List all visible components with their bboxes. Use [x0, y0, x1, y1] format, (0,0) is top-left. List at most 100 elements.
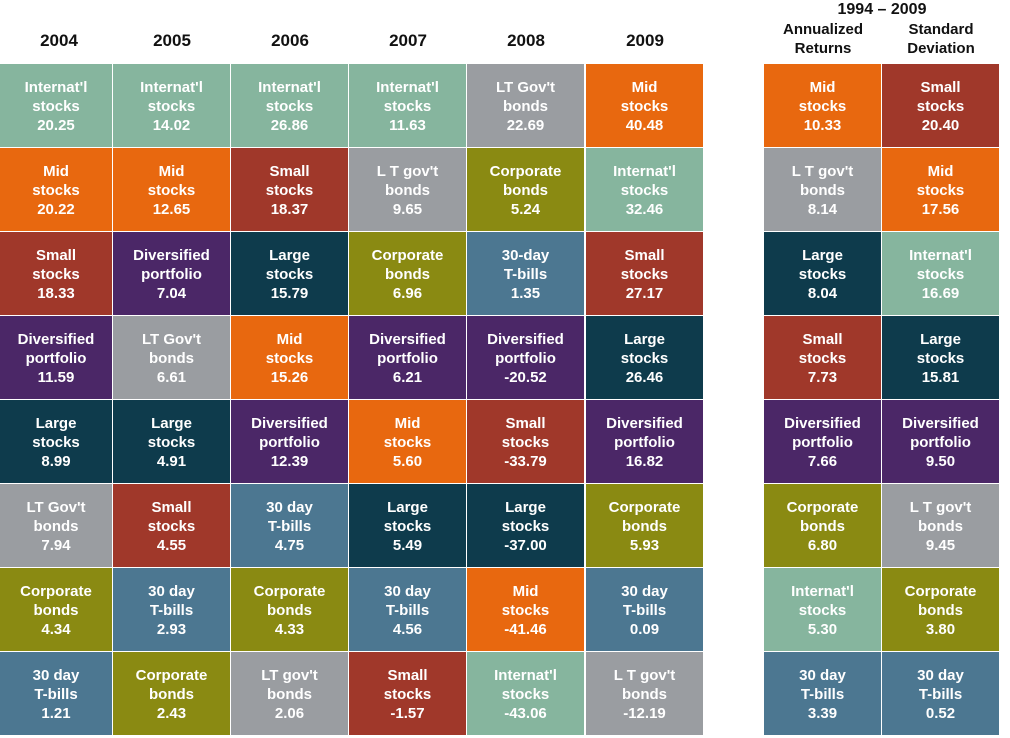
cell-label: stocks — [32, 266, 80, 283]
cell-label: stocks — [265, 98, 314, 115]
cell-2004-rank-5: Large stocks 8.99 — [0, 400, 112, 483]
cell-value: 4.33 — [274, 621, 305, 638]
cell-label: Corporate — [253, 583, 326, 600]
cell-2009-rank-5: Diversified portfolio 16.82 — [586, 400, 703, 483]
cell-standard-deviation-rank-3: Internat'l stocks 16.69 — [882, 232, 999, 315]
annualized-returns-header-line2: Returns — [794, 40, 852, 57]
cell-2008-rank-2: Corporate bonds 5.24 — [467, 148, 584, 231]
cell-value: 8.04 — [807, 285, 838, 302]
cell-label: Diversified — [369, 331, 446, 348]
cell-value: 8.99 — [41, 453, 71, 470]
cell-label: stocks — [916, 350, 965, 367]
cell-value: -41.46 — [504, 621, 547, 638]
year-header-2008: 2008 — [507, 31, 545, 50]
cell-value: -33.79 — [504, 453, 547, 470]
cell-2009-rank-7: 30 day T-bills 0.09 — [586, 568, 703, 651]
cell-value: 12.39 — [270, 453, 309, 470]
cell-value: 7.73 — [807, 369, 838, 386]
cell-2006-rank-4: Mid stocks 15.26 — [231, 316, 348, 399]
cell-label: stocks — [32, 98, 80, 115]
cell-label: stocks — [798, 350, 847, 367]
cell-value: -37.00 — [504, 537, 547, 554]
cell-label: 30 day — [799, 667, 846, 684]
cell-label: Corporate — [489, 163, 562, 180]
cell-2007-rank-2: L T gov't bonds 9.65 — [349, 148, 466, 231]
cell-value: 0.09 — [629, 621, 660, 638]
cell-label: stocks — [32, 434, 80, 451]
cell-label: L T gov't — [613, 667, 676, 684]
cell-annualized-return-rank-4: Small stocks 7.73 — [764, 316, 881, 399]
cell-label: Corporate — [20, 583, 92, 600]
cell-label: Mid — [512, 583, 539, 600]
cell-value: 22.69 — [506, 117, 545, 134]
cell-2004-rank-4: Diversified portfolio 11.59 — [0, 316, 112, 399]
cell-label: Large — [151, 415, 192, 432]
cell-2004-rank-7: Corporate bonds 4.34 — [0, 568, 112, 651]
cell-2009-rank-2: Internat'l stocks 32.46 — [586, 148, 703, 231]
cell-value: 15.81 — [921, 369, 960, 386]
cell-label: Diversified — [606, 415, 683, 432]
year-header-2005: 2005 — [153, 31, 191, 50]
cell-label: Diversified — [784, 415, 861, 432]
cell-value: 6.21 — [392, 369, 423, 386]
year-header-2004: 2004 — [40, 31, 78, 50]
cell-2009-rank-3: Small stocks 27.17 — [586, 232, 703, 315]
cell-label: Internat'l — [494, 667, 557, 684]
cell-value: 14.02 — [152, 117, 191, 134]
cell-label: Internat'l — [909, 247, 972, 264]
cell-standard-deviation-rank-8: 30 day T-bills 0.52 — [882, 652, 999, 735]
cell-2004-rank-1: Internat'l stocks 20.25 — [0, 64, 112, 147]
cell-label: portfolio — [614, 434, 675, 451]
cell-standard-deviation-rank-7: Corporate bonds 3.80 — [882, 568, 999, 651]
cell-label: stocks — [798, 266, 847, 283]
cell-label: stocks — [620, 98, 669, 115]
cell-annualized-return-rank-5: Diversified portfolio 7.66 — [764, 400, 881, 483]
cell-value: 20.25 — [37, 117, 75, 134]
cell-label: Corporate — [904, 583, 977, 600]
cell-value: 16.69 — [921, 285, 960, 302]
cell-label: 30 day — [917, 667, 964, 684]
cell-label: Diversified — [902, 415, 979, 432]
cell-label: Corporate — [371, 247, 444, 264]
cell-value: 4.56 — [392, 621, 423, 638]
cell-label: Mid — [927, 163, 954, 180]
cell-label: bonds — [33, 518, 79, 535]
cell-label: Small — [151, 499, 192, 516]
cell-value: 2.06 — [274, 705, 305, 722]
cell-value: 4.55 — [156, 537, 187, 554]
cell-label: stocks — [383, 686, 432, 703]
cell-2009-rank-1: Mid stocks 40.48 — [586, 64, 703, 147]
cell-label: Diversified — [133, 247, 210, 264]
cell-label: T-bills — [267, 518, 312, 535]
cell-label: T-bills — [34, 686, 78, 703]
cell-2008-rank-7: Mid stocks -41.46 — [467, 568, 584, 651]
cell-value: 4.34 — [41, 621, 71, 638]
cell-value: 10.33 — [803, 117, 842, 134]
cell-label: L T gov't — [376, 163, 439, 180]
cell-label: Large — [269, 247, 310, 264]
cell-label: bonds — [503, 182, 548, 199]
cell-label: portfolio — [792, 434, 853, 451]
standard-deviation-header: Standard Deviation — [882, 20, 1000, 58]
cell-label: Diversified — [251, 415, 328, 432]
cell-label: Diversified — [487, 331, 564, 348]
cell-annualized-return-rank-3: Large stocks 8.04 — [764, 232, 881, 315]
cell-value: 26.46 — [625, 369, 664, 386]
cell-label: LT gov't — [261, 667, 318, 684]
cell-label: Small — [920, 79, 961, 96]
cell-label: Small — [802, 331, 843, 348]
cell-2005-rank-4: LT Gov't bonds 6.61 — [113, 316, 230, 399]
cell-value: 5.60 — [392, 453, 423, 470]
standard-deviation-header-line1: Standard — [908, 21, 974, 38]
cell-label: stocks — [383, 98, 432, 115]
cell-label: stocks — [798, 602, 847, 619]
cell-label: stocks — [265, 266, 314, 283]
cell-standard-deviation-rank-2: Mid stocks 17.56 — [882, 148, 999, 231]
cell-label: Mid — [809, 79, 836, 96]
cell-value: 11.63 — [389, 117, 426, 134]
cell-label: Large — [505, 499, 546, 516]
cell-2005-rank-8: Corporate bonds 2.43 — [113, 652, 230, 735]
cell-label: stocks — [501, 686, 550, 703]
cell-2009-rank-4: Large stocks 26.46 — [586, 316, 703, 399]
cell-2007-rank-1: Internat'l stocks 11.63 — [349, 64, 466, 147]
